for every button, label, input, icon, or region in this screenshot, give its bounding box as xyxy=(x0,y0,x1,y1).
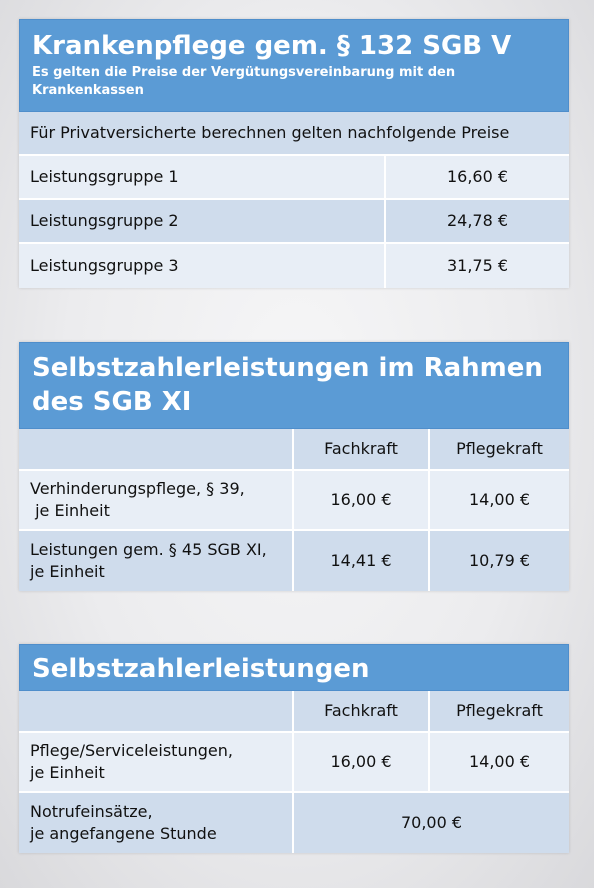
sgb-xi-header: Selbstzahlerleistungen im Rahmen des SGB… xyxy=(19,342,569,429)
fachkraft-price: 14,41 € xyxy=(294,531,430,591)
privatversicherte-note: Für Privatversicherte berechnen gelten n… xyxy=(30,123,510,142)
column-header-row: Fachkraft Pflegekraft xyxy=(19,691,569,733)
service-label-line2: je Einheit xyxy=(30,562,105,581)
leistungsgruppe-price: 31,75 € xyxy=(446,256,509,275)
table-row: Leistungsgruppe 3 31,75 € xyxy=(19,244,569,288)
selbstzahler-header: Selbstzahlerleistungen xyxy=(19,644,569,691)
leistungsgruppe-label: Leistungsgruppe 1 xyxy=(19,156,386,198)
leistungsgruppe-price: 24,78 € xyxy=(446,211,509,230)
pflegekraft-column-header: Pflegekraft xyxy=(456,701,543,720)
service-label-line2: je angefangene Stunde xyxy=(30,824,217,843)
leistungsgruppe-price: 16,60 € xyxy=(446,167,509,186)
service-label: Pflege/Serviceleistungen, je Einheit xyxy=(19,733,294,791)
pflegekraft-price: 14,00 € xyxy=(468,752,531,771)
service-label-line1: Leistungen gem. § 45 SGB XI, xyxy=(30,540,267,559)
privatversicherte-note-row: Für Privatversicherte berechnen gelten n… xyxy=(19,112,569,156)
krankenpflege-header: Krankenpflege gem. § 132 SGB V Es gelten… xyxy=(19,19,569,112)
service-label-line1: Pflege/Serviceleistungen, xyxy=(30,741,233,760)
empty-header-cell xyxy=(19,691,294,731)
fachkraft-price: 16,00 € xyxy=(294,471,430,529)
table-row: Notrufeinsätze, je angefangene Stunde 70… xyxy=(19,793,569,853)
notruf-price: 70,00 € xyxy=(400,813,463,832)
table-row: Leistungsgruppe 1 16,60 € xyxy=(19,156,569,200)
table-row: Leistungen gem. § 45 SGB XI, je Einheit … xyxy=(19,531,569,591)
sgb-xi-table: Selbstzahlerleistungen im Rahmen des SGB… xyxy=(19,342,569,591)
krankenpflege-title: Krankenpflege gem. § 132 SGB V xyxy=(32,31,512,61)
selbstzahler-table: Selbstzahlerleistungen Fachkraft Pflegek… xyxy=(19,644,569,853)
fachkraft-column-header: Fachkraft xyxy=(294,429,430,469)
fachkraft-column-header: Fachkraft xyxy=(294,691,430,731)
fachkraft-price: 16,00 € xyxy=(294,733,430,791)
leistungsgruppe-label: Leistungsgruppe 2 xyxy=(19,200,386,242)
selbstzahler-title: Selbstzahlerleistungen xyxy=(32,654,370,684)
pflegekraft-price: 14,00 € xyxy=(468,490,531,509)
empty-header-cell xyxy=(19,429,294,469)
table-row: Pflege/Serviceleistungen, je Einheit 16,… xyxy=(19,733,569,793)
pflegekraft-column-header: Pflegekraft xyxy=(456,439,543,458)
leistungsgruppe-label: Leistungsgruppe 3 xyxy=(19,244,386,288)
krankenpflege-subtitle: Es gelten die Preise der Vergütungsverei… xyxy=(32,65,456,98)
pflegekraft-price: 10,79 € xyxy=(468,551,531,570)
service-label-line2: je Einheit xyxy=(30,501,110,520)
service-label: Notrufeinsätze, je angefangene Stunde xyxy=(19,793,294,853)
service-label-line2: je Einheit xyxy=(30,763,105,782)
service-label: Leistungen gem. § 45 SGB XI, je Einheit xyxy=(19,531,294,591)
service-label-line1: Notrufeinsätze, xyxy=(30,802,153,821)
krankenpflege-table: Krankenpflege gem. § 132 SGB V Es gelten… xyxy=(19,19,569,288)
service-label-line1: Verhinderungspflege, § 39, xyxy=(30,479,245,498)
table-row: Verhinderungspflege, § 39, je Einheit 16… xyxy=(19,471,569,531)
sgb-xi-title: Selbstzahlerleistungen im Rahmen des SGB… xyxy=(32,353,543,417)
service-label: Verhinderungspflege, § 39, je Einheit xyxy=(19,471,294,529)
column-header-row: Fachkraft Pflegekraft xyxy=(19,429,569,471)
table-row: Leistungsgruppe 2 24,78 € xyxy=(19,200,569,244)
